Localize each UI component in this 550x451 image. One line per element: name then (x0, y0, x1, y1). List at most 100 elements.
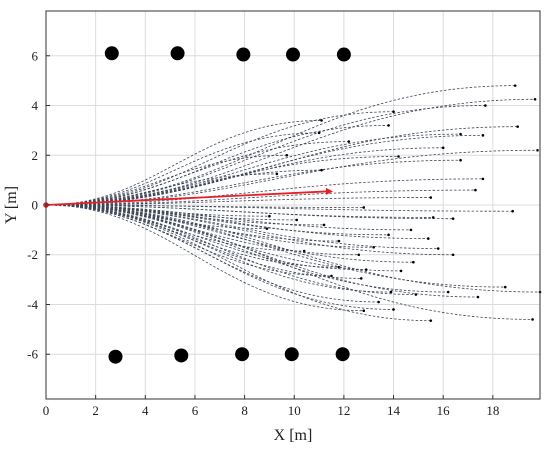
candidate-path (45, 132, 320, 206)
candidate-path (45, 85, 516, 206)
candidate-path (45, 204, 359, 256)
candidate-path (45, 204, 392, 293)
candidate-endpoint (474, 188, 477, 192)
candidate-path (45, 204, 401, 272)
candidate-endpoint (337, 239, 341, 243)
obstacle-point (286, 47, 300, 62)
candidate-endpoint (441, 146, 445, 150)
candidate-endpoint (429, 196, 433, 199)
candidate-endpoint (320, 119, 323, 122)
x-tick-label: 16 (437, 403, 451, 418)
x-tick-label: 6 (192, 403, 199, 418)
candidate-endpoint (431, 216, 435, 219)
x-tick-label: 18 (486, 403, 499, 418)
candidate-path (45, 204, 389, 236)
candidate-endpoint (397, 155, 400, 158)
selected-path-end-marker (325, 187, 333, 195)
candidate-endpoint (392, 110, 395, 114)
candidate-endpoint (516, 125, 519, 128)
candidate-endpoint (533, 97, 537, 101)
x-tick-label: 12 (337, 403, 350, 418)
candidate-path (45, 189, 476, 206)
y-tick-label: -6 (27, 347, 38, 362)
tick-labels: 0 2 4 6 8 10 12 14 16 18 6 4 2 0 -2 -4 -6 (27, 48, 499, 418)
candidate-endpoint (364, 268, 368, 271)
candidate-path (45, 204, 394, 310)
x-tick-label: 8 (241, 403, 248, 418)
candidate-path (45, 204, 362, 279)
candidate-endpoint (387, 124, 390, 127)
candidate-endpoint (362, 309, 366, 313)
candidate-endpoint (414, 293, 418, 296)
y-tick-label: -4 (27, 297, 38, 312)
y-tick-label: 4 (32, 98, 39, 113)
candidate-endpoint (285, 153, 289, 157)
obstacle-point (336, 47, 351, 62)
obstacle-point (284, 347, 299, 362)
candidate-path (45, 204, 416, 295)
candidate-endpoint (389, 290, 393, 294)
candidate-endpoint (536, 148, 539, 152)
candidate-endpoint (317, 131, 321, 135)
obstacle-point (335, 347, 350, 362)
y-axis-label: Y [m] (3, 186, 20, 224)
x-tick-label: 10 (288, 403, 301, 418)
candidate-path (45, 197, 431, 206)
candidate-endpoint (295, 218, 299, 222)
obstacle-point (235, 347, 250, 362)
obstacle-point (170, 46, 185, 61)
candidate-endpoint (476, 295, 480, 299)
candidate-endpoint (459, 132, 462, 136)
x-tick-label: 4 (142, 403, 149, 418)
x-tick-label: 2 (92, 403, 99, 418)
candidate-endpoint (429, 319, 433, 322)
candidate-endpoint (446, 290, 450, 294)
y-tick-label: 2 (32, 148, 39, 163)
candidate-path (45, 204, 533, 320)
candidate-path (45, 111, 394, 206)
y-tick-label: 6 (32, 48, 39, 63)
candidate-path (45, 204, 431, 322)
obstacles (104, 46, 351, 364)
candidate-endpoint (392, 308, 395, 311)
candidate-path (45, 204, 367, 271)
candidate-endpoint (451, 253, 455, 257)
candidate-endpoint (481, 177, 485, 181)
candidate-path (45, 204, 506, 288)
candidate-endpoint (359, 277, 363, 280)
candidate-endpoint (426, 237, 430, 240)
candidate-path (45, 204, 541, 293)
candidate-endpoint (451, 217, 455, 220)
candidate-endpoint (357, 253, 361, 257)
candidate-endpoint (513, 84, 517, 87)
candidate-endpoint (362, 206, 366, 209)
candidate-path (45, 204, 439, 249)
candidate-endpoint (409, 228, 413, 232)
candidate-endpoint (268, 214, 271, 218)
x-axis-label: X [m] (274, 427, 313, 444)
candidate-paths (45, 84, 542, 322)
candidate-path (45, 204, 434, 218)
x-tick-label: 0 (43, 403, 50, 418)
selected-path (45, 190, 330, 206)
candidate-path (45, 125, 389, 206)
candidate-endpoint (387, 233, 390, 237)
candidate-endpoint (322, 223, 326, 227)
y-tick-label: 0 (32, 198, 39, 213)
x-tick-label: 14 (387, 403, 401, 418)
candidate-endpoint (484, 104, 487, 107)
obstacle-point (174, 348, 189, 363)
candidate-endpoint (436, 247, 440, 250)
candidate-path (45, 105, 486, 206)
candidate-path (45, 204, 332, 277)
candidate-path (45, 141, 349, 206)
candidate-endpoint (330, 274, 333, 278)
candidate-path (45, 204, 513, 212)
obstacle-point (104, 46, 119, 61)
candidate-endpoint (399, 269, 403, 273)
candidate-endpoint (481, 134, 485, 137)
candidate-endpoint (503, 285, 507, 289)
candidate-endpoint (459, 158, 462, 162)
